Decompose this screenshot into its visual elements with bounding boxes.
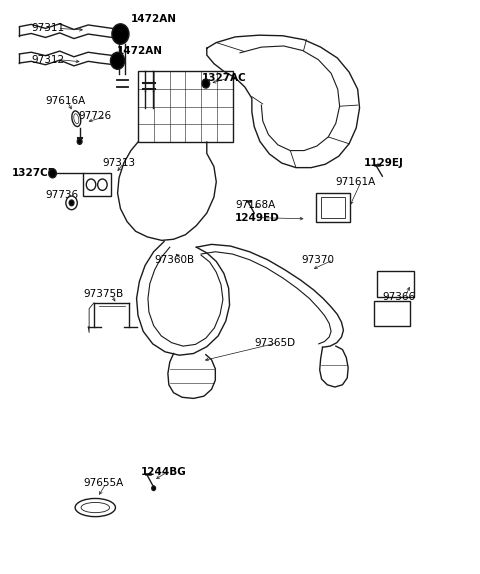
Text: 97312: 97312 <box>31 55 64 65</box>
Text: 97736: 97736 <box>46 190 79 200</box>
Bar <box>316 193 350 222</box>
Circle shape <box>112 24 129 44</box>
Text: 97365D: 97365D <box>254 338 295 348</box>
Ellipse shape <box>74 114 79 124</box>
Circle shape <box>69 200 74 205</box>
Text: 97370: 97370 <box>301 255 335 265</box>
Text: 97161A: 97161A <box>335 177 375 187</box>
FancyBboxPatch shape <box>377 270 414 297</box>
Text: 1249ED: 1249ED <box>235 212 280 223</box>
Ellipse shape <box>81 502 109 513</box>
Text: 1129EJ: 1129EJ <box>363 158 403 168</box>
Text: 97375B: 97375B <box>84 289 124 299</box>
Ellipse shape <box>72 111 81 126</box>
Circle shape <box>97 179 107 191</box>
Text: 97655A: 97655A <box>84 478 124 488</box>
Text: 97313: 97313 <box>102 158 135 168</box>
Text: 97360B: 97360B <box>155 255 195 265</box>
Text: 97726: 97726 <box>79 111 112 122</box>
Circle shape <box>77 139 82 144</box>
Text: 97366: 97366 <box>383 292 416 302</box>
Text: 97168A: 97168A <box>235 200 276 210</box>
Ellipse shape <box>75 498 116 517</box>
Bar <box>321 197 345 218</box>
Circle shape <box>86 179 96 191</box>
Text: 1472AN: 1472AN <box>117 45 163 56</box>
Text: 1472AN: 1472AN <box>131 14 177 24</box>
Text: 1244BG: 1244BG <box>140 467 186 477</box>
Circle shape <box>202 79 210 88</box>
Bar <box>84 173 111 196</box>
Circle shape <box>152 486 156 491</box>
Text: 1327AC: 1327AC <box>202 73 247 83</box>
Circle shape <box>66 196 77 210</box>
Text: 97311: 97311 <box>31 24 64 33</box>
Circle shape <box>49 169 56 178</box>
Circle shape <box>110 52 125 69</box>
FancyBboxPatch shape <box>374 301 410 325</box>
Bar <box>138 71 233 142</box>
Text: 1327CB: 1327CB <box>12 168 57 179</box>
Text: 97616A: 97616A <box>46 95 86 106</box>
